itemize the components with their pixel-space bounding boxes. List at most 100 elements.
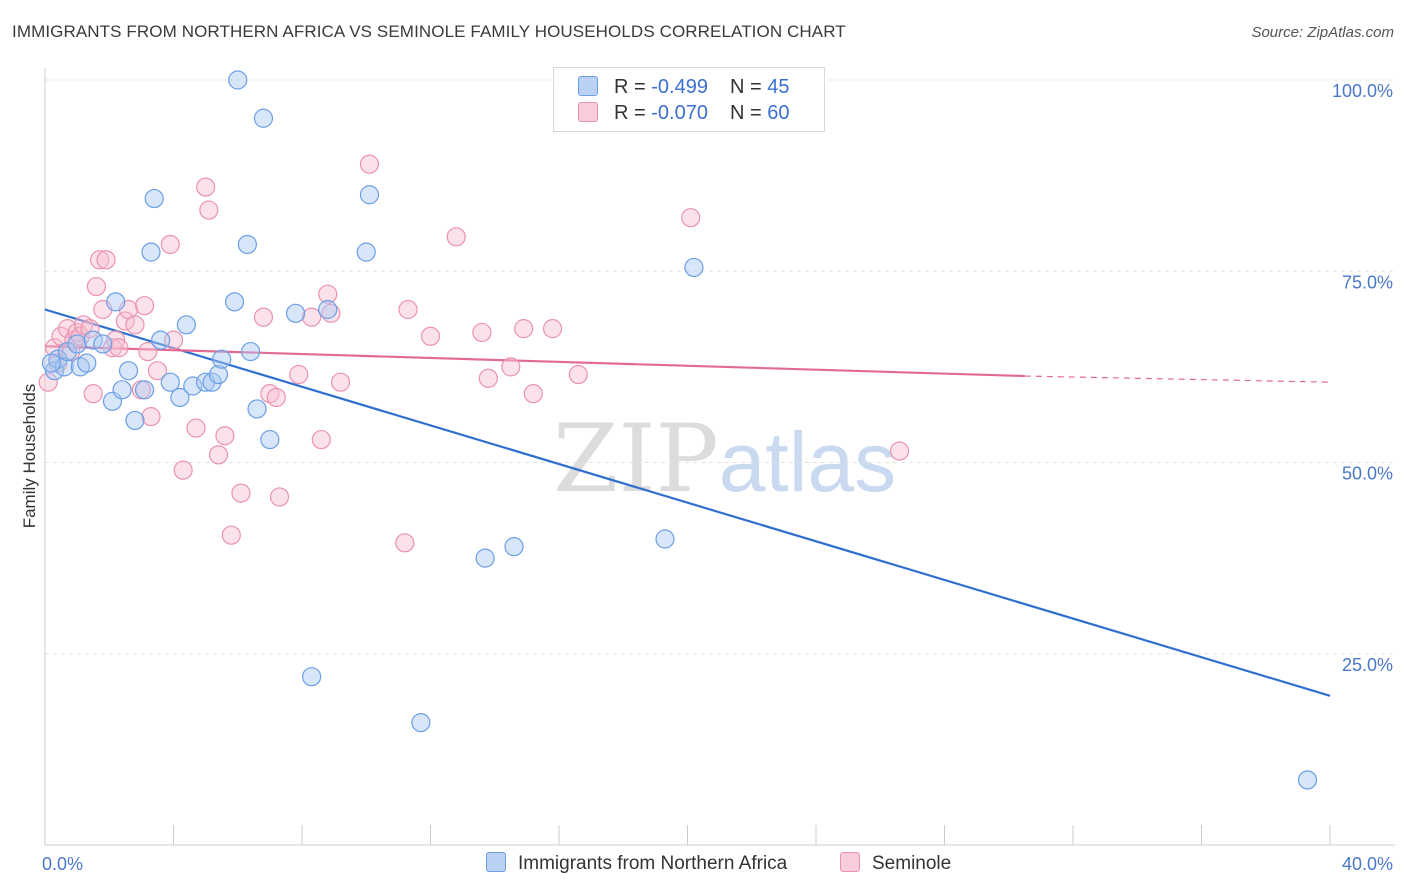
data-point-seminole <box>83 384 103 404</box>
data-point-seminole <box>45 338 65 358</box>
data-point-seminole <box>115 311 135 331</box>
data-point-immigrants <box>134 380 155 400</box>
data-point-immigrants <box>67 334 87 354</box>
data-point-immigrants <box>83 330 103 350</box>
data-point-seminole <box>420 326 441 346</box>
bottom-legend-label-1: Immigrants from Northern Africa <box>518 853 788 874</box>
watermark: ZIPatlas <box>553 405 896 514</box>
data-point-seminole <box>398 299 418 320</box>
data-point-immigrants <box>176 315 196 335</box>
data-point-seminole <box>134 296 155 316</box>
data-point-immigrants <box>208 364 229 385</box>
data-point-immigrants <box>224 292 245 312</box>
data-point-seminole <box>90 250 110 270</box>
data-point-immigrants <box>356 242 376 262</box>
bottom-legend-swatch-pink <box>840 852 860 872</box>
data-point-seminole <box>446 227 466 247</box>
legend-n-label-2: N = <box>729 102 768 124</box>
data-point-immigrants <box>684 257 704 278</box>
data-point-seminole <box>318 284 338 304</box>
bottom-legend-label-2: Seminole <box>872 853 952 874</box>
data-point-immigrants <box>54 357 74 377</box>
data-point-seminole <box>266 387 286 408</box>
data-point-seminole <box>302 307 322 327</box>
legend-n-label-1: N = <box>729 76 768 98</box>
x-tick-label-min: 0.0% <box>42 854 83 874</box>
data-point-seminole <box>253 307 274 327</box>
source-label: Source: ZipAtlas.com <box>1251 24 1394 41</box>
data-point-immigrants <box>57 341 78 362</box>
data-point-immigrants <box>202 372 222 392</box>
bottom-legend-swatch-blue <box>486 852 506 872</box>
data-point-immigrants <box>77 353 97 373</box>
trend-lines <box>44 308 1331 697</box>
legend-swatch-blue <box>578 76 598 96</box>
data-point-immigrants <box>411 712 431 733</box>
legend-r-value-1: -0.499 <box>651 76 708 98</box>
data-point-seminole <box>38 372 58 392</box>
legend-r-value-2: -0.070 <box>651 102 708 124</box>
legend-row-series1: R = -0.499 N = 45 <box>578 76 789 100</box>
data-point-seminole <box>221 525 241 545</box>
data-point-seminole <box>215 426 235 446</box>
data-point-seminole <box>80 319 100 339</box>
data-point-seminole <box>542 319 563 339</box>
trend-line-seminole <box>44 345 1025 378</box>
data-point-seminole <box>199 200 219 220</box>
data-point-immigrants <box>151 330 171 350</box>
data-point-immigrants <box>112 380 132 400</box>
data-point-seminole <box>395 533 415 553</box>
data-point-immigrants <box>170 387 190 408</box>
data-point-immigrants <box>253 108 274 128</box>
data-point-immigrants <box>247 399 267 419</box>
data-point-seminole <box>514 319 534 339</box>
legend-r-label-2: R = <box>614 102 652 124</box>
chart-title: IMMIGRANTS FROM NORTHERN AFRICA VS SEMIN… <box>12 22 846 41</box>
legend-n-value-1: 45 <box>767 76 790 98</box>
data-point-immigrants <box>241 341 261 362</box>
data-point-seminole <box>231 483 251 503</box>
data-point-seminole <box>568 364 588 385</box>
bottom-legend-series2: Seminole <box>840 852 951 875</box>
data-points <box>38 70 1318 790</box>
y-tick-label: 100.0% <box>1332 81 1393 101</box>
data-point-seminole <box>269 487 290 507</box>
data-point-seminole <box>478 368 498 388</box>
data-point-immigrants <box>106 292 126 312</box>
watermark-zip: ZIP <box>553 405 719 514</box>
y-tick-label: 25.0% <box>1342 655 1393 675</box>
data-point-immigrants <box>475 548 495 568</box>
data-point-immigrants <box>93 334 113 354</box>
data-point-immigrants <box>141 242 161 262</box>
data-point-seminole <box>160 234 180 255</box>
data-point-immigrants <box>160 372 180 392</box>
data-point-immigrants <box>41 353 62 373</box>
data-point-seminole <box>138 341 158 362</box>
data-point-immigrants <box>212 349 232 369</box>
data-point-seminole <box>681 208 701 228</box>
data-point-immigrants <box>118 361 139 381</box>
axes <box>44 68 1395 846</box>
data-point-seminole <box>86 276 107 297</box>
data-point-immigrants <box>237 234 257 255</box>
data-point-immigrants <box>359 185 380 205</box>
legend-r-label-1: R = <box>614 76 652 98</box>
data-point-seminole <box>311 429 331 450</box>
data-point-immigrants <box>144 188 164 209</box>
tick-labels: 25.0% 50.0% 75.0% 100.0% 0.0% 40.0% <box>42 81 1393 874</box>
data-point-seminole <box>289 364 309 385</box>
correlation-legend: R = -0.499 N = 45 R = -0.070 N = 60 <box>553 67 825 132</box>
data-point-seminole <box>96 250 116 270</box>
data-point-immigrants <box>1297 770 1318 790</box>
data-point-seminole <box>330 372 351 392</box>
trend-line-seminole-extrapolated <box>1024 375 1331 383</box>
y-axis-label: Family Households <box>20 384 39 529</box>
data-point-seminole <box>147 361 168 381</box>
data-point-immigrants <box>285 303 306 323</box>
data-point-immigrants <box>125 410 145 431</box>
data-point-immigrants <box>228 70 248 90</box>
trend-line-immigrants <box>44 308 1331 697</box>
data-point-seminole <box>125 315 145 335</box>
data-point-immigrants <box>504 537 524 557</box>
